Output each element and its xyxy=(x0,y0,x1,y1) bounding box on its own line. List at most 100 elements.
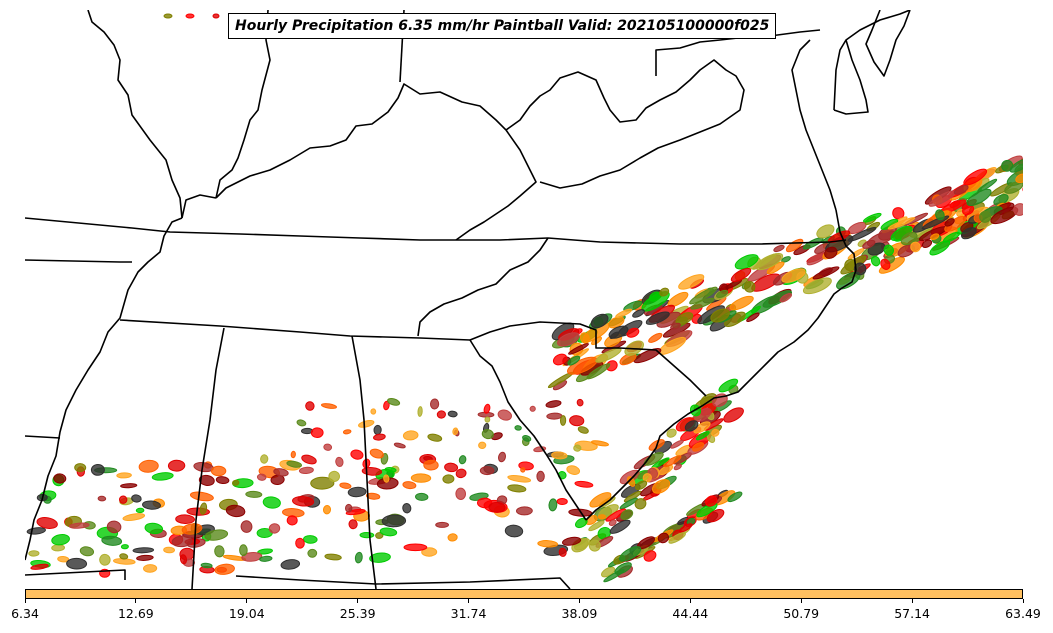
paintball-blob xyxy=(415,492,429,501)
paintball-blob xyxy=(723,407,744,423)
paintball-blob xyxy=(427,433,443,442)
colorbar-tick-label: 50.79 xyxy=(783,606,820,621)
paintball-blob xyxy=(214,545,225,558)
paintball-blob xyxy=(935,209,945,221)
paintball-blob xyxy=(305,401,315,411)
paintball-blob xyxy=(615,308,633,319)
paintball-blob xyxy=(626,476,636,487)
paintball-blob xyxy=(588,539,601,552)
paintball-blob xyxy=(498,451,506,463)
paintball-blob xyxy=(442,474,455,484)
paintball-blob xyxy=(240,520,253,533)
paintball-blob xyxy=(131,494,142,503)
paintball-blob xyxy=(143,564,158,573)
paintball-blob xyxy=(619,497,638,510)
paintball-blob xyxy=(132,547,155,554)
paintball-blob xyxy=(633,348,662,364)
paintball-blob xyxy=(569,415,585,427)
mason-dixon-line xyxy=(655,29,821,76)
new-jersey-coast xyxy=(865,10,911,77)
paintball-blob xyxy=(576,398,584,407)
paintball-blob xyxy=(320,403,338,409)
paintball-blob xyxy=(402,503,412,514)
paintball-blob xyxy=(57,555,70,563)
paintball-blob xyxy=(119,495,128,504)
paintball-blob xyxy=(373,433,386,441)
paintball-blob xyxy=(921,239,933,249)
paintball-blob xyxy=(66,557,88,570)
paintball-blob xyxy=(339,482,352,489)
paintball-blob xyxy=(651,479,671,494)
paintball-blob xyxy=(171,535,193,548)
paintball-blob xyxy=(295,537,305,549)
paintball-blob xyxy=(773,244,785,253)
paintball-blob xyxy=(447,410,458,418)
paintball-blob xyxy=(963,168,988,186)
paintball-blob xyxy=(212,13,220,19)
paintball-blob xyxy=(609,331,620,340)
paintball-blob xyxy=(574,480,594,488)
paintball-blob xyxy=(880,258,891,270)
paintball-blob xyxy=(402,481,417,490)
paintball-blob xyxy=(369,552,391,563)
paintball-blob xyxy=(862,239,876,249)
precipitation-paintballs xyxy=(26,13,1023,583)
paintball-blob xyxy=(280,559,301,570)
colorbar-tick-label: 31.74 xyxy=(450,606,487,621)
indiana-ohio-border xyxy=(215,10,271,199)
paintball-blob xyxy=(605,508,627,522)
paintball-blob xyxy=(595,347,622,363)
chesapeake-bay xyxy=(791,10,911,211)
paintball-blob xyxy=(286,460,303,468)
arkansas-louisiana-border xyxy=(25,435,61,439)
paintball-blob xyxy=(387,398,401,406)
paintball-blob xyxy=(403,543,428,552)
paintball-blob xyxy=(1004,181,1023,194)
colorbar-tick-label: 12.69 xyxy=(117,606,154,621)
paintball-blob xyxy=(663,455,682,468)
paintball-blob xyxy=(507,484,527,493)
paintball-blob xyxy=(961,227,977,240)
paintball-blob xyxy=(619,352,637,366)
paintball-blob xyxy=(693,421,711,434)
colorbar-tick xyxy=(911,599,913,603)
paintball-blob xyxy=(257,548,273,555)
paintball-blob xyxy=(290,450,296,459)
paintball-blob xyxy=(163,13,173,19)
paintball-blob xyxy=(384,467,397,473)
paintball-blob xyxy=(200,562,213,569)
paintball-blob xyxy=(435,521,450,528)
ohio-river-kentucky xyxy=(215,83,507,199)
paintball-blob xyxy=(781,268,806,283)
paintball-blob xyxy=(256,473,267,481)
paintball-blob xyxy=(301,454,317,465)
paintball-blob xyxy=(706,509,725,523)
paintball-blob xyxy=(51,544,65,552)
paintball-blob xyxy=(704,495,718,507)
paintball-blob xyxy=(381,514,407,528)
north-south-carolina-border xyxy=(469,321,707,397)
paintball-blob xyxy=(447,533,458,542)
paintball-blob xyxy=(303,535,318,544)
colorbar-tick xyxy=(800,599,802,603)
colorbar-tick-label: 38.09 xyxy=(561,606,598,621)
paintball-blob xyxy=(711,428,720,437)
indiana-illinois-border xyxy=(87,10,183,219)
map-title: Hourly Precipitation 6.35 mm/hr Paintbal… xyxy=(228,13,777,39)
paintball-blob xyxy=(497,409,512,421)
paintball-blob xyxy=(962,204,975,216)
paintball-blob xyxy=(136,554,154,561)
colorbar-tick-label: 57.14 xyxy=(894,606,931,621)
paintball-blob xyxy=(900,231,918,246)
paintball-blob xyxy=(558,547,567,557)
savannah-river xyxy=(469,339,587,521)
paintball-blob xyxy=(322,505,332,515)
colorbar-tick-label: 44.44 xyxy=(672,606,709,621)
paintball-blob xyxy=(444,462,459,473)
paintball-blob xyxy=(870,255,881,267)
paintball-blob xyxy=(483,403,491,414)
paintball-blob xyxy=(423,459,439,471)
paintball-blob xyxy=(138,459,159,473)
